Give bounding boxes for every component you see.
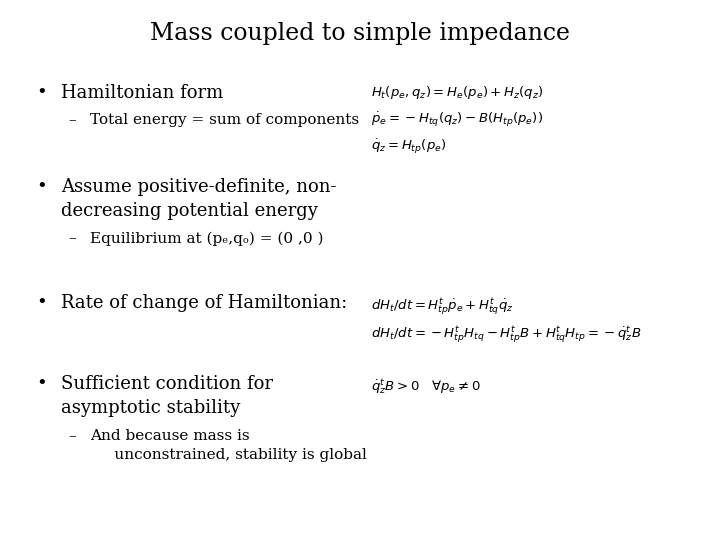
Text: $\dot{p}_e=-H_{tq}(q_z)-B(H_{tp}(p_e))$: $\dot{p}_e=-H_{tq}(q_z)-B(H_{tp}(p_e))$	[371, 111, 543, 130]
Text: –: –	[68, 113, 76, 127]
Text: –: –	[68, 231, 76, 245]
Text: •: •	[36, 178, 47, 196]
Text: Total energy = sum of components: Total energy = sum of components	[90, 113, 359, 127]
Text: Sufficient condition for
asymptotic stability: Sufficient condition for asymptotic stab…	[61, 375, 273, 417]
Text: Assume positive-definite, non-
decreasing potential energy: Assume positive-definite, non- decreasin…	[61, 178, 337, 220]
Text: $dH_t/dt=H_{tp}^t\dot{p}_e+H_{tq}^t\dot{q}_z$: $dH_t/dt=H_{tp}^t\dot{p}_e+H_{tq}^t\dot{…	[371, 296, 513, 317]
Text: And because mass is
     unconstrained, stability is global: And because mass is unconstrained, stabi…	[90, 429, 367, 462]
Text: •: •	[36, 375, 47, 393]
Text: $\dot{q}_z=H_{tp}(p_e)$: $\dot{q}_z=H_{tp}(p_e)$	[371, 138, 446, 157]
Text: $dH_t/dt=-H_{tp}^tH_{tq}-H_{tp}^tB+H_{tq}^tH_{tp}=-\dot{q}_z^tB$: $dH_t/dt=-H_{tp}^tH_{tq}-H_{tp}^tB+H_{tq…	[371, 324, 641, 345]
Text: Rate of change of Hamiltonian:: Rate of change of Hamiltonian:	[61, 294, 348, 312]
Text: •: •	[36, 84, 47, 102]
Text: $H_t(p_e,q_z)=H_e(p_e)+H_z(q_z)$: $H_t(p_e,q_z)=H_e(p_e)+H_z(q_z)$	[371, 84, 544, 100]
Text: Hamiltonian form: Hamiltonian form	[61, 84, 223, 102]
Text: Equilibrium at (pₑ,qₒ) = (0 ,0 ): Equilibrium at (pₑ,qₒ) = (0 ,0 )	[90, 231, 323, 246]
Text: Mass coupled to simple impedance: Mass coupled to simple impedance	[150, 22, 570, 45]
Text: •: •	[36, 294, 47, 312]
Text: –: –	[68, 429, 76, 443]
Text: $\dot{q}_z^tB>0\quad\forall p_e\neq 0$: $\dot{q}_z^tB>0\quad\forall p_e\neq 0$	[371, 378, 480, 397]
